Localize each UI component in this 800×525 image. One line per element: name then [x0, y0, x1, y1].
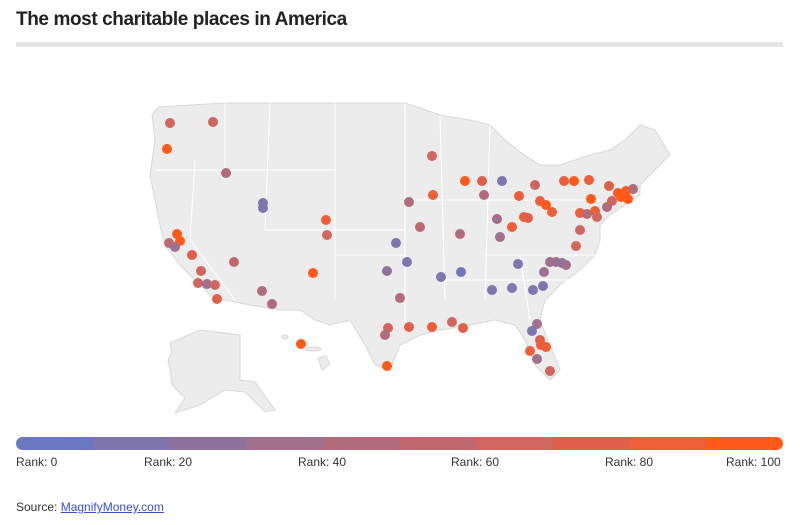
place-marker[interactable] — [456, 267, 466, 277]
place-marker[interactable] — [221, 168, 231, 178]
rank-color-scale — [16, 437, 783, 450]
place-marker[interactable] — [212, 294, 222, 304]
scale-label: Rank: 40 — [298, 455, 347, 469]
place-marker[interactable] — [584, 175, 594, 185]
place-marker[interactable] — [539, 267, 549, 277]
place-marker[interactable] — [513, 259, 523, 269]
place-marker[interactable] — [507, 222, 517, 232]
scale-label: Rank: 80 — [605, 455, 654, 469]
place-marker[interactable] — [538, 281, 548, 291]
place-marker[interactable] — [479, 190, 489, 200]
place-marker[interactable] — [604, 181, 614, 191]
place-marker[interactable] — [427, 322, 437, 332]
scale-segment — [92, 437, 170, 450]
place-marker[interactable] — [623, 194, 633, 204]
place-marker[interactable] — [455, 229, 465, 239]
place-marker[interactable] — [382, 361, 392, 371]
place-marker[interactable] — [559, 176, 569, 186]
place-marker[interactable] — [428, 190, 438, 200]
place-marker[interactable] — [187, 250, 197, 260]
us-map — [149, 102, 671, 414]
place-marker[interactable] — [528, 285, 538, 295]
scale-segment — [169, 437, 247, 450]
place-marker[interactable] — [492, 214, 502, 224]
place-marker[interactable] — [607, 196, 617, 206]
place-marker[interactable] — [592, 212, 602, 222]
scale-label: Rank: 100 — [726, 455, 781, 469]
place-marker[interactable] — [541, 200, 551, 210]
place-marker[interactable] — [165, 118, 175, 128]
place-marker[interactable] — [402, 257, 412, 267]
scale-segment — [246, 437, 323, 450]
place-marker[interactable] — [296, 339, 306, 349]
place-marker[interactable] — [382, 266, 392, 276]
place-marker[interactable] — [404, 322, 414, 332]
scale-segment — [322, 437, 400, 450]
place-marker[interactable] — [571, 241, 581, 251]
scale-segment — [476, 437, 553, 450]
place-marker[interactable] — [404, 197, 414, 207]
chart-title: The most charitable places in America — [16, 9, 347, 30]
place-marker[interactable] — [477, 176, 487, 186]
place-marker[interactable] — [527, 326, 537, 336]
place-marker[interactable] — [258, 203, 268, 213]
place-marker[interactable] — [436, 272, 446, 282]
place-marker[interactable] — [210, 280, 220, 290]
place-marker[interactable] — [447, 317, 457, 327]
state-borders — [155, 102, 600, 330]
scale-segment — [399, 437, 477, 450]
place-marker[interactable] — [541, 342, 551, 352]
place-marker[interactable] — [202, 279, 212, 289]
place-marker[interactable] — [487, 285, 497, 295]
place-marker[interactable] — [458, 323, 468, 333]
place-marker[interactable] — [395, 293, 405, 303]
place-marker[interactable] — [495, 232, 505, 242]
scale-segment — [552, 437, 630, 450]
scale-label: Rank: 60 — [451, 455, 500, 469]
place-marker[interactable] — [586, 194, 596, 204]
place-marker[interactable] — [507, 283, 517, 293]
scale-segment — [706, 437, 783, 450]
source-note: Source: MagnifyMoney.com — [16, 500, 164, 514]
scale-label: Rank: 0 — [16, 455, 58, 469]
source-label: Source: — [16, 500, 58, 514]
title-divider — [16, 42, 783, 47]
place-marker[interactable] — [532, 319, 542, 329]
scale-segment — [629, 437, 707, 450]
place-marker[interactable] — [229, 257, 239, 267]
place-marker[interactable] — [561, 260, 571, 270]
place-marker[interactable] — [628, 184, 638, 194]
place-marker[interactable] — [162, 144, 172, 154]
place-marker[interactable] — [391, 238, 401, 248]
place-marker[interactable] — [415, 222, 425, 232]
place-marker[interactable] — [575, 225, 585, 235]
place-marker[interactable] — [208, 117, 218, 127]
place-marker[interactable] — [547, 207, 557, 217]
place-marker[interactable] — [257, 286, 267, 296]
place-marker[interactable] — [569, 176, 579, 186]
place-marker[interactable] — [532, 354, 542, 364]
place-marker[interactable] — [514, 191, 524, 201]
scale-segment — [16, 437, 93, 450]
hawaii-shape — [281, 334, 331, 371]
place-marker[interactable] — [170, 242, 180, 252]
place-marker[interactable] — [321, 215, 331, 225]
alaska-shape — [167, 329, 276, 414]
place-marker[interactable] — [193, 278, 203, 288]
place-marker[interactable] — [523, 213, 533, 223]
place-marker[interactable] — [267, 299, 277, 309]
place-marker[interactable] — [427, 151, 437, 161]
scale-label: Rank: 20 — [144, 455, 193, 469]
place-marker[interactable] — [497, 176, 507, 186]
place-marker[interactable] — [582, 209, 592, 219]
place-marker[interactable] — [525, 346, 535, 356]
place-marker[interactable] — [460, 176, 470, 186]
place-marker[interactable] — [196, 266, 206, 276]
place-marker[interactable] — [545, 366, 555, 376]
place-marker[interactable] — [380, 330, 390, 340]
place-marker[interactable] — [308, 268, 318, 278]
source-link[interactable]: MagnifyMoney.com — [60, 500, 164, 514]
place-marker[interactable] — [322, 230, 332, 240]
place-marker[interactable] — [530, 180, 540, 190]
